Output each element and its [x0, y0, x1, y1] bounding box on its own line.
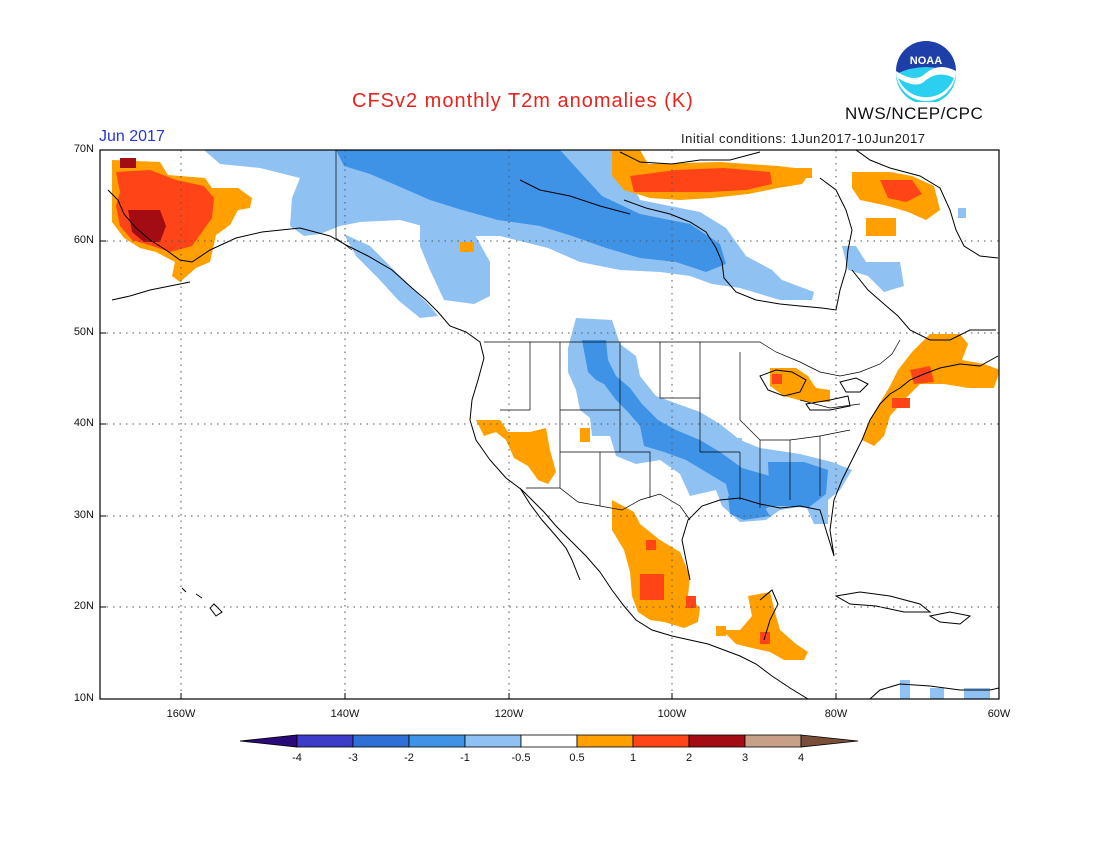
- anomaly-region-hudson-red: [630, 168, 772, 192]
- chart-title: CFSv2 monthly T2m anomalies (K): [352, 90, 694, 112]
- anomaly-region-mexico-red-2: [646, 540, 656, 550]
- colorbar: [239, 734, 859, 748]
- anomaly-region-quebec-cool-2: [958, 208, 966, 218]
- anomaly-region-alaska-darkred-1: [120, 158, 136, 168]
- lat-label-40n: 40N: [73, 417, 94, 429]
- south-america-coast: [869, 683, 999, 699]
- yucatan: [759, 589, 779, 641]
- lat-label-70n: 70N: [73, 143, 94, 155]
- hispaniola: [928, 611, 972, 625]
- lon-label-140w: 140W: [330, 708, 360, 720]
- us-canada-border: [484, 339, 901, 377]
- colorbar-label-p1: 1: [629, 752, 637, 764]
- colorbar-label-p4: 4: [797, 752, 805, 764]
- lat-label-50n: 50N: [73, 326, 94, 338]
- anomaly-region-canada-orange-patch: [460, 242, 474, 252]
- anomaly-region-nova-scotia-orange: [962, 366, 990, 384]
- axis-ticks: [100, 149, 837, 699]
- hawaii: [181, 587, 223, 617]
- colorbar-cell-4: [464, 734, 522, 748]
- anomaly-region-labrador-red: [880, 180, 922, 202]
- anomaly-region-quebec-cool: [842, 246, 904, 292]
- us-west-coast: [469, 357, 809, 699]
- graticule: [100, 150, 999, 699]
- anomaly-region-caribbean-cool-3: [964, 688, 990, 699]
- agency-label: NWS/NCEP/CPC: [845, 104, 984, 123]
- coastlines: [107, 150, 999, 699]
- anomaly-region-mexico-orange: [612, 500, 700, 628]
- colorbar-label-p05: 0.5: [569, 752, 585, 764]
- lon-label-160w: 160W: [166, 708, 196, 720]
- anomaly-region-canada-cool: [204, 150, 814, 300]
- noaa-logo: NOAA: [895, 40, 957, 102]
- great-lakes: [759, 369, 869, 411]
- colorbar-cell-1: [296, 734, 354, 748]
- lon-label-120w: 120W: [494, 708, 524, 720]
- labrador-coast: [851, 269, 996, 341]
- anomaly-region-plains-blue: [582, 340, 780, 512]
- colorbar-label-p3: 3: [741, 752, 749, 764]
- anomaly-region-canada-blue: [336, 150, 726, 272]
- anomaly-region-southeast-blue: [768, 462, 828, 508]
- anomaly-region-central-america-orange-2: [716, 626, 726, 636]
- anomaly-region-ohio-cool: [720, 438, 742, 450]
- lon-label-100w: 100W: [657, 708, 687, 720]
- anomaly-region-canada-orange-patch-2: [782, 168, 812, 178]
- anomaly-region-mexico-red-3: [686, 596, 696, 608]
- greenland-coast: [855, 150, 999, 259]
- logo-text: NOAA: [910, 55, 942, 67]
- colorbar-label-m3: -3: [348, 752, 358, 764]
- anomaly-region-labrador-orange-2: [866, 218, 896, 236]
- colorbar-label-m2: -2: [404, 752, 414, 764]
- political-borders: [335, 150, 901, 521]
- lat-label-20n: 20N: [73, 600, 94, 612]
- anomaly-region-caribbean-cool-2: [930, 688, 944, 699]
- colorbar-cell-3: [408, 734, 466, 748]
- baja: [519, 487, 581, 581]
- anomaly-region-great-lakes-red: [772, 374, 782, 384]
- anomaly-region-utah-orange: [580, 428, 590, 442]
- anomaly-region-bc-cool: [344, 234, 438, 318]
- anomaly-region-arctic-cool-small: [344, 212, 356, 220]
- anomaly-region-mexico-red: [640, 574, 664, 600]
- anomaly-region-caribbean-cool: [900, 680, 910, 699]
- initial-conditions-label: Initial conditions: 1Jun2017-10Jun2017: [681, 131, 926, 146]
- anomaly-region-great-lakes-orange: [770, 368, 830, 402]
- lat-label-60n: 60N: [73, 234, 94, 246]
- colorbar-cell-8: [688, 734, 746, 748]
- lat-label-30n: 30N: [73, 509, 94, 521]
- colorbar-cell-lt-4: [239, 734, 298, 748]
- anomaly-region-northeast-red-2: [892, 398, 910, 408]
- us-mexico-border: [526, 487, 691, 521]
- hudson-bay: [623, 177, 853, 311]
- alaska-canada-border: [335, 150, 353, 251]
- aleutians: [111, 281, 191, 301]
- alaska-coast: [107, 189, 485, 359]
- colorbar-cell-9: [744, 734, 802, 748]
- colorbar-cell-6: [576, 734, 634, 748]
- colorbar-cell-5: [520, 734, 578, 748]
- state-lines: [500, 342, 861, 508]
- gulf-coast: [681, 355, 999, 581]
- cuba: [834, 591, 932, 613]
- lon-label-80w: 80W: [824, 708, 848, 720]
- lon-label-60w: 60W: [987, 708, 1011, 720]
- anomaly-region-central-america-orange: [722, 592, 808, 660]
- colorbar-cell-2: [352, 734, 410, 748]
- arctic-islands: [519, 151, 761, 215]
- anomaly-region-alaska-darkred-2: [128, 210, 166, 242]
- lat-label-10n: 10N: [73, 692, 94, 704]
- colorbar-label-m05: -0.5: [511, 752, 531, 764]
- anomaly-region-california-orange: [476, 420, 556, 484]
- colorbar-label-m1: -1: [460, 752, 470, 764]
- colorbar-cell-7: [632, 734, 690, 748]
- anomaly-region-northeast-orange: [862, 334, 999, 446]
- anomaly-fields: [112, 150, 999, 699]
- colorbar-label-m4: -4: [292, 752, 302, 764]
- anomaly-region-gulf-cool: [728, 496, 770, 520]
- colorbar-label-p2: 2: [685, 752, 693, 764]
- colorbar-cell-gt-4: [800, 734, 859, 748]
- month-label: Jun 2017: [99, 128, 165, 145]
